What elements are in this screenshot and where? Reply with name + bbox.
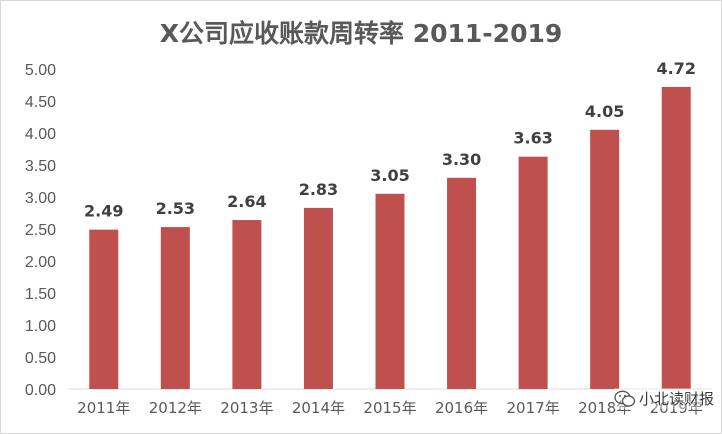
bar-2011 xyxy=(89,229,119,389)
x-tick-label: 2019年 xyxy=(650,399,703,417)
y-tick-label: 2.00 xyxy=(25,254,56,271)
bar-2013 xyxy=(232,220,262,389)
data-label: 3.30 xyxy=(442,150,481,169)
x-tick-label: 2014年 xyxy=(292,399,345,417)
bar-2017 xyxy=(518,156,548,389)
y-tick-label: 0.00 xyxy=(25,382,56,399)
y-tick-label: 5.00 xyxy=(25,62,56,79)
x-tick-label: 2018年 xyxy=(578,399,631,417)
data-label: 4.05 xyxy=(585,102,624,121)
x-tick-label: 2011年 xyxy=(77,399,130,417)
y-tick-label: 1.50 xyxy=(25,286,56,303)
data-label: 3.05 xyxy=(370,166,409,185)
data-label: 2.49 xyxy=(84,202,123,221)
y-tick-label: 0.50 xyxy=(25,350,56,367)
bar-2019 xyxy=(661,86,691,390)
y-tick-label: 3.50 xyxy=(25,158,56,175)
data-label: 2.83 xyxy=(299,180,338,199)
x-tick-label: 2016年 xyxy=(435,399,488,417)
x-tick-label: 2012年 xyxy=(149,399,202,417)
data-label: 4.72 xyxy=(656,59,695,78)
x-tick-label: 2015年 xyxy=(363,399,416,417)
y-tick-label: 4.50 xyxy=(25,94,56,111)
bar-2015 xyxy=(375,193,405,389)
bar-2012 xyxy=(160,227,190,389)
y-tick-label: 3.00 xyxy=(25,190,56,207)
bar-2016 xyxy=(447,177,477,389)
x-tick-label: 2017年 xyxy=(507,399,560,417)
chart-title: X公司应收账款周转率 2011-2019 xyxy=(159,19,563,48)
data-label: 2.64 xyxy=(227,192,266,211)
bar-2018 xyxy=(590,129,620,390)
y-tick-label: 2.50 xyxy=(25,222,56,239)
wechat-icon xyxy=(614,390,636,407)
bar-2014 xyxy=(303,207,333,389)
data-label: 3.63 xyxy=(513,129,552,148)
y-tick-label: 4.00 xyxy=(25,126,56,143)
y-tick-label: 1.00 xyxy=(25,318,56,335)
watermark: 小北读财报 xyxy=(614,388,715,409)
data-label: 2.53 xyxy=(156,199,195,218)
watermark-text: 小北读财报 xyxy=(639,390,715,408)
x-tick-label: 2013年 xyxy=(220,399,273,417)
